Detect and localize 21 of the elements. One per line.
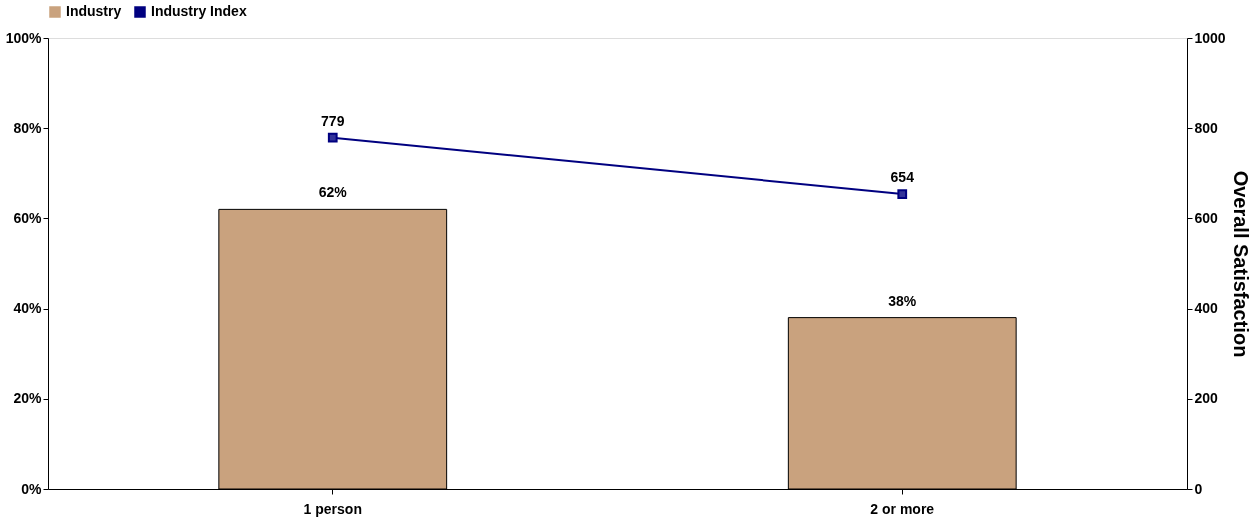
y2-tick-label: 1000	[1194, 29, 1226, 46]
y-tick-label: 20%	[13, 390, 43, 407]
data-label: 779	[321, 112, 345, 129]
x-tick-label: 2 or more	[870, 500, 935, 517]
y2-tick-label: 600	[1194, 209, 1219, 226]
data-label: 38%	[888, 292, 917, 309]
data-label: 62%	[318, 184, 348, 201]
y2-axis-title: Overall Satisfaction	[1229, 170, 1252, 358]
y-tick-label: 100%	[5, 29, 43, 46]
legend-label: Industry	[66, 3, 122, 19]
legend-label: Industry Index	[151, 3, 247, 19]
data-label: 654	[890, 169, 915, 186]
y2-tick-label: 800	[1194, 119, 1219, 136]
y2-tick-label: 0	[1194, 480, 1203, 497]
y-tick-label: 80%	[13, 119, 43, 136]
x-tick-label: 1 person	[303, 500, 362, 517]
y2-tick-label: 400	[1194, 300, 1219, 317]
y2-tick-label: 200	[1194, 390, 1219, 407]
y-tick-label: 0%	[21, 480, 43, 497]
y-tick-label: 40%	[13, 300, 43, 317]
y-tick-label: 60%	[13, 209, 43, 226]
